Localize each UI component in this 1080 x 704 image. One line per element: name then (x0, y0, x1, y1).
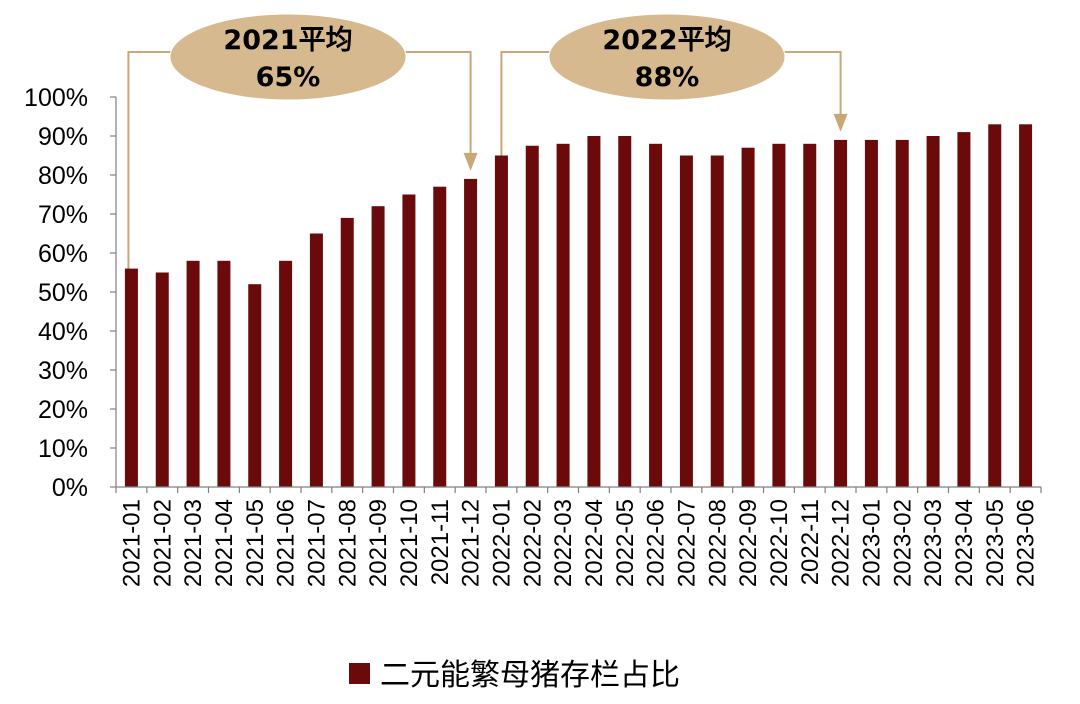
x-tick-label: 2022-10 (766, 499, 793, 587)
callout-value-1: 65% (256, 62, 321, 93)
y-tick-label: 60% (38, 240, 88, 268)
callout-bubble-2 (548, 13, 786, 101)
x-tick-label: 2022-02 (519, 499, 546, 587)
y-tick-label: 0% (52, 474, 88, 502)
bar-2022-06 (649, 143, 663, 488)
bar-2021-04 (217, 260, 231, 487)
x-tick-label: 2022-08 (704, 499, 731, 587)
x-tick-label: 2021-02 (149, 499, 176, 587)
x-tick-label: 2022-01 (488, 499, 515, 587)
bar-2022-02 (525, 145, 539, 487)
legend-swatch (349, 663, 370, 684)
x-tick-label: 2021-04 (211, 499, 238, 587)
bar-2022-05 (618, 136, 632, 487)
x-tick-label: 2022-06 (643, 499, 670, 587)
y-tick-label: 90% (38, 123, 88, 151)
x-tick-label: 2021-01 (118, 499, 145, 587)
bar-2021-07 (309, 233, 323, 487)
x-tick-label: 2023-04 (951, 499, 978, 587)
callout-layer: 2021平均 65% 2022平均 88% (127, 13, 848, 283)
x-tick-label: 2022-05 (612, 499, 639, 587)
bar-2022-11 (803, 143, 817, 488)
x-tick-label: 2021-06 (273, 499, 300, 587)
bar-2022-04 (587, 136, 601, 487)
x-tick-label: 2022-03 (550, 499, 577, 587)
x-tick-label: 2021-03 (180, 499, 207, 587)
x-tick-label: 2023-03 (920, 499, 947, 587)
x-tick-label: 2021-10 (396, 499, 423, 587)
bar-2022-09 (741, 147, 755, 487)
y-tick-label: 20% (38, 396, 88, 424)
bar-2022-08 (710, 155, 724, 487)
x-tick-label: 2023-02 (889, 499, 916, 587)
x-tick-label: 2023-01 (858, 499, 885, 587)
bar-2022-07 (679, 155, 693, 487)
x-tick-label: 2021-09 (365, 499, 392, 587)
bar-2021-09 (371, 206, 385, 487)
x-tick-labels: 2021-01 2021-02 2021-03 2021-04 2021-05 2021-… (118, 499, 1039, 587)
bar-2021-03 (186, 260, 200, 487)
bar-2021-01 (124, 268, 138, 487)
bar-2021-08 (340, 217, 354, 487)
bar-2023-06 (1019, 124, 1033, 488)
x-tick-label: 2022-04 (581, 499, 608, 587)
axes-group (110, 96, 1042, 493)
bar-2023-01 (864, 139, 878, 487)
bar-2022-12 (834, 139, 848, 487)
bar-2022-10 (772, 143, 786, 488)
legend: 二元能繁母猪存栏占比 (349, 658, 680, 693)
callout-title-2: 2022平均 (602, 25, 731, 56)
x-tick-label: 2021-12 (458, 499, 485, 587)
callout-title-1: 2021平均 (223, 25, 352, 56)
y-tick-label: 30% (38, 357, 88, 385)
bar-2021-06 (279, 260, 293, 487)
y-tick-label: 70% (38, 201, 88, 229)
x-tick-label: 2021-05 (242, 499, 269, 587)
x-tick-label: 2021-08 (334, 499, 361, 587)
bar-2023-03 (926, 136, 940, 487)
bar-2021-05 (248, 284, 262, 487)
legend-label: 二元能繁母猪存栏占比 (380, 658, 680, 693)
callout-bubble-1 (169, 13, 407, 101)
y-tick-label: 100% (24, 84, 88, 112)
x-tick-label: 2022-11 (797, 499, 824, 585)
bar-2022-01 (494, 155, 508, 487)
bar-2021-10 (402, 194, 416, 487)
x-tick-label: 2021-07 (303, 499, 330, 587)
bar-2023-04 (957, 132, 971, 487)
bar-2021-02 (155, 272, 169, 487)
bar-2023-02 (895, 139, 909, 487)
bars-group (124, 124, 1033, 488)
bar-2021-12 (464, 178, 478, 487)
x-tick-label: 2022-09 (735, 499, 762, 587)
x-tick-label: 2022-07 (673, 499, 700, 587)
bar-2023-05 (988, 124, 1002, 488)
x-tick-label: 2021-11 (427, 499, 454, 585)
callout-value-2: 88% (635, 62, 700, 93)
y-tick-label: 10% (38, 435, 88, 463)
bar-2021-11 (433, 186, 447, 487)
y-tick-labels: 0% 10% 20% 30% 40% 50% 60% 70% 80% 90% 100% (24, 84, 88, 502)
x-tick-label: 2023-05 (982, 499, 1009, 587)
callout-arrow-2 (833, 113, 848, 132)
x-tick-label: 2022-12 (828, 499, 855, 587)
callout-arrow-1 (463, 152, 478, 171)
y-tick-label: 50% (38, 279, 88, 307)
x-tick-label: 2023-06 (1013, 499, 1040, 587)
bar-2022-03 (556, 143, 570, 488)
y-tick-label: 40% (38, 318, 88, 346)
y-tick-label: 80% (38, 162, 88, 190)
